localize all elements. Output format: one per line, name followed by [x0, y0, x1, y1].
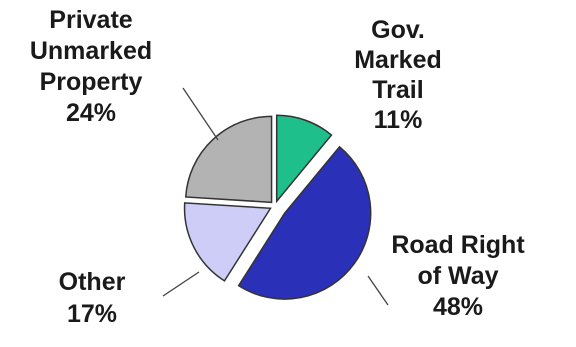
slice-label-line: Private — [49, 6, 132, 34]
slice-percent-3: 17% — [67, 300, 117, 328]
slice-label-line: Road Right — [391, 231, 525, 259]
leader-line-2 — [367, 275, 389, 306]
pie-slice-1 — [275, 114, 333, 204]
pie-slice-4 — [184, 115, 273, 204]
slice-label-line: Property — [40, 68, 143, 96]
slice-label-line: Gov. — [371, 16, 425, 44]
leader-line-4 — [182, 87, 219, 141]
slice-label-line: of Way — [417, 262, 498, 290]
slice-percent-2: 48% — [433, 293, 483, 321]
slice-percent-4: 24% — [66, 99, 116, 127]
pie-slice-3 — [183, 202, 272, 282]
slice-label-line: Unmarked — [30, 37, 152, 65]
leader-line-3 — [162, 271, 200, 297]
slice-label-1: Gov. Marked Trail 11% — [354, 16, 442, 134]
slice-label-line: Marked — [354, 46, 442, 74]
pie-slice-2 — [237, 145, 372, 300]
slice-label-line: Trail — [372, 76, 423, 104]
slice-label-2: Road Right of Way 48% — [391, 231, 525, 321]
slice-label-4: Private Unmarked Property 24% — [30, 6, 152, 127]
slice-label-line: Other — [59, 268, 126, 296]
slice-label-3: Other 17% — [59, 268, 126, 328]
slice-percent-1: 11% — [374, 106, 423, 134]
